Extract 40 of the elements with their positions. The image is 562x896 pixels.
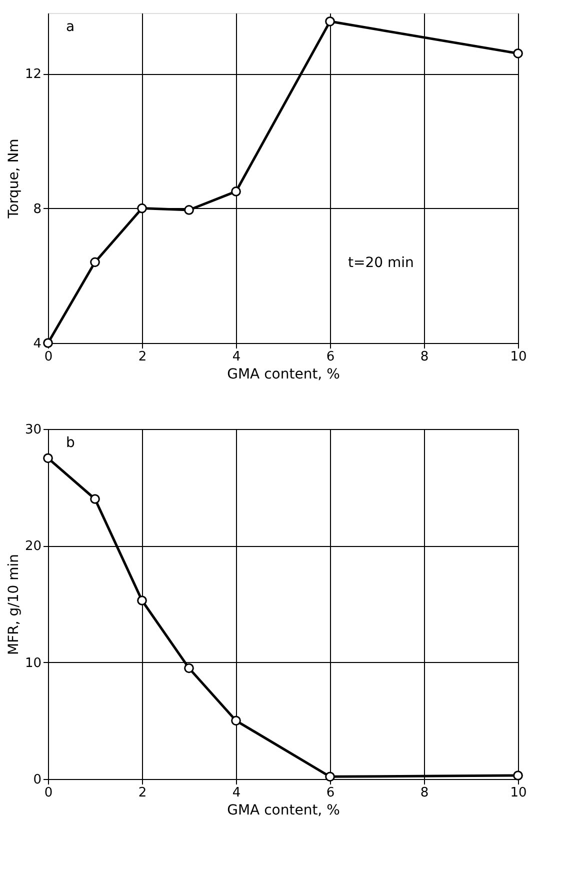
point	[513, 770, 523, 780]
x-tick-label: 6	[326, 350, 335, 364]
y-tick-label: 20	[24, 539, 42, 554]
point	[90, 257, 100, 268]
point	[43, 338, 53, 348]
y-tick-label: 0	[33, 772, 42, 788]
x-axis-title: GMA content, %	[227, 366, 340, 382]
point	[325, 772, 335, 782]
point	[184, 663, 194, 674]
point	[137, 596, 147, 606]
annotation: a	[66, 19, 75, 35]
x-tick-label: 10	[510, 350, 527, 364]
point	[513, 48, 523, 58]
y-axis-title: Torque, Nm	[6, 138, 22, 220]
x-tick-label: 8	[420, 350, 429, 364]
y-tick-label: 4	[33, 336, 42, 352]
x-tick-label: 0	[44, 350, 53, 364]
y-tick-label: 12	[24, 67, 42, 82]
point	[231, 186, 241, 196]
point	[184, 205, 194, 215]
x-tick-label: 4	[232, 786, 241, 800]
x-tick-label: 10	[510, 786, 527, 800]
point	[90, 494, 100, 504]
point	[325, 16, 335, 26]
point	[231, 716, 241, 726]
x-tick-label: 2	[138, 350, 147, 364]
y-tick-label: 10	[24, 656, 42, 671]
y-axis-title: MFR, g/10 min	[6, 554, 22, 656]
x-tick-label: 0	[44, 786, 53, 800]
y-tick-label: 30	[24, 422, 42, 438]
annotation: b	[66, 435, 75, 451]
x-tick-label: 4	[232, 350, 241, 364]
point	[43, 453, 53, 464]
x-axis-title: GMA content, %	[227, 802, 340, 818]
y-tick-label: 8	[33, 202, 42, 217]
point	[137, 203, 147, 214]
x-tick-label: 2	[138, 786, 147, 800]
x-tick-label: 6	[326, 786, 335, 800]
x-tick-label: 8	[420, 786, 429, 800]
annotation: t=20 min	[348, 255, 414, 271]
